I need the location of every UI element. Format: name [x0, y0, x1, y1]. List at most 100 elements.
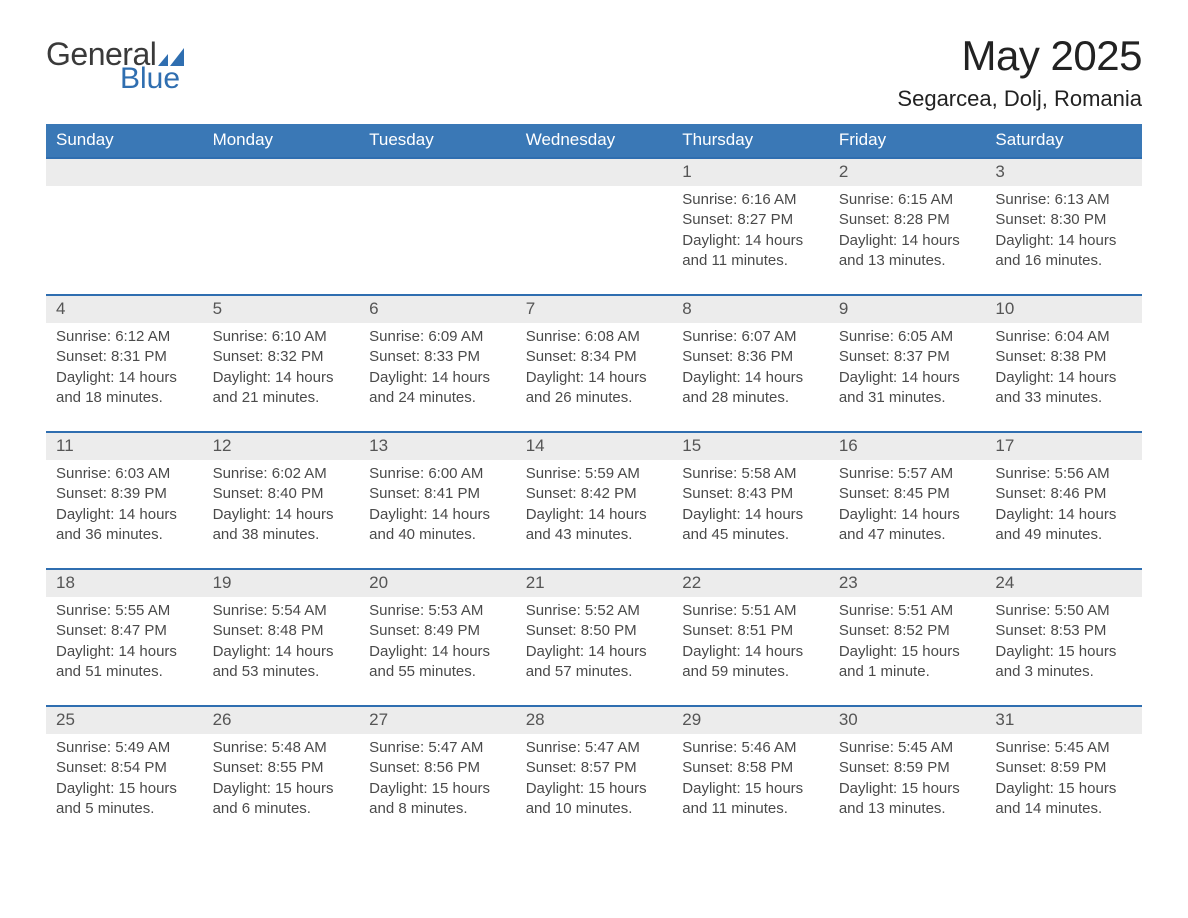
day-number: 26	[203, 707, 360, 734]
daylight-line: Daylight: 15 hours and 11 minutes.	[682, 779, 819, 820]
day-cell: Sunrise: 6:00 AMSunset: 8:41 PMDaylight:…	[359, 460, 516, 568]
day-cell: Sunrise: 6:09 AMSunset: 8:33 PMDaylight:…	[359, 323, 516, 431]
day-cell: Sunrise: 6:08 AMSunset: 8:34 PMDaylight:…	[516, 323, 673, 431]
day-number: 9	[829, 296, 986, 323]
sunset-line: Sunset: 8:31 PM	[56, 347, 193, 367]
sunrise-line: Sunrise: 6:09 AM	[369, 327, 506, 347]
daylight-line: Daylight: 14 hours and 16 minutes.	[995, 231, 1132, 272]
sunset-line: Sunset: 8:41 PM	[369, 484, 506, 504]
daylight-line: Daylight: 14 hours and 21 minutes.	[213, 368, 350, 409]
day-number: 19	[203, 570, 360, 597]
sunrise-line: Sunrise: 6:03 AM	[56, 464, 193, 484]
day-cell: Sunrise: 5:58 AMSunset: 8:43 PMDaylight:…	[672, 460, 829, 568]
day-cell: Sunrise: 5:48 AMSunset: 8:55 PMDaylight:…	[203, 734, 360, 842]
day-cell	[516, 186, 673, 294]
sunrise-line: Sunrise: 6:07 AM	[682, 327, 819, 347]
logo-text-blue: Blue	[120, 64, 184, 94]
weekday-tuesday: Tuesday	[359, 124, 516, 157]
day-number: 31	[985, 707, 1142, 734]
title-block: May 2025 Segarcea, Dolj, Romania	[897, 32, 1142, 112]
sunset-line: Sunset: 8:58 PM	[682, 758, 819, 778]
sunrise-line: Sunrise: 5:47 AM	[526, 738, 663, 758]
day-number: 18	[46, 570, 203, 597]
day-cell: Sunrise: 5:47 AMSunset: 8:56 PMDaylight:…	[359, 734, 516, 842]
calendar-week: 11121314151617Sunrise: 6:03 AMSunset: 8:…	[46, 431, 1142, 568]
weekday-monday: Monday	[203, 124, 360, 157]
day-number-row: 123	[46, 159, 1142, 186]
daylight-line: Daylight: 14 hours and 11 minutes.	[682, 231, 819, 272]
day-cell: Sunrise: 5:49 AMSunset: 8:54 PMDaylight:…	[46, 734, 203, 842]
weekday-header-row: Sunday Monday Tuesday Wednesday Thursday…	[46, 124, 1142, 157]
sunrise-line: Sunrise: 6:05 AM	[839, 327, 976, 347]
sunset-line: Sunset: 8:49 PM	[369, 621, 506, 641]
day-number: 24	[985, 570, 1142, 597]
sunset-line: Sunset: 8:37 PM	[839, 347, 976, 367]
sunrise-line: Sunrise: 5:56 AM	[995, 464, 1132, 484]
day-number: 22	[672, 570, 829, 597]
day-number-row: 25262728293031	[46, 707, 1142, 734]
day-cell: Sunrise: 5:52 AMSunset: 8:50 PMDaylight:…	[516, 597, 673, 705]
day-number: 21	[516, 570, 673, 597]
sunset-line: Sunset: 8:46 PM	[995, 484, 1132, 504]
sunset-line: Sunset: 8:39 PM	[56, 484, 193, 504]
daylight-line: Daylight: 14 hours and 51 minutes.	[56, 642, 193, 683]
sunrise-line: Sunrise: 5:50 AM	[995, 601, 1132, 621]
day-number: 28	[516, 707, 673, 734]
sunrise-line: Sunrise: 5:59 AM	[526, 464, 663, 484]
sunset-line: Sunset: 8:52 PM	[839, 621, 976, 641]
sunrise-line: Sunrise: 6:00 AM	[369, 464, 506, 484]
sunrise-line: Sunrise: 5:45 AM	[839, 738, 976, 758]
day-number-row: 11121314151617	[46, 433, 1142, 460]
daylight-line: Daylight: 14 hours and 33 minutes.	[995, 368, 1132, 409]
sunset-line: Sunset: 8:45 PM	[839, 484, 976, 504]
day-number: 17	[985, 433, 1142, 460]
daylight-line: Daylight: 15 hours and 6 minutes.	[213, 779, 350, 820]
day-number: 29	[672, 707, 829, 734]
sunrise-line: Sunrise: 6:10 AM	[213, 327, 350, 347]
day-cell: Sunrise: 5:56 AMSunset: 8:46 PMDaylight:…	[985, 460, 1142, 568]
sunset-line: Sunset: 8:34 PM	[526, 347, 663, 367]
day-body-row: Sunrise: 6:12 AMSunset: 8:31 PMDaylight:…	[46, 323, 1142, 431]
sunset-line: Sunset: 8:38 PM	[995, 347, 1132, 367]
day-cell: Sunrise: 6:02 AMSunset: 8:40 PMDaylight:…	[203, 460, 360, 568]
sunrise-line: Sunrise: 5:55 AM	[56, 601, 193, 621]
daylight-line: Daylight: 15 hours and 13 minutes.	[839, 779, 976, 820]
day-number-row: 45678910	[46, 296, 1142, 323]
daylight-line: Daylight: 15 hours and 14 minutes.	[995, 779, 1132, 820]
day-body-row: Sunrise: 6:03 AMSunset: 8:39 PMDaylight:…	[46, 460, 1142, 568]
day-number: 30	[829, 707, 986, 734]
day-cell: Sunrise: 5:46 AMSunset: 8:58 PMDaylight:…	[672, 734, 829, 842]
sunset-line: Sunset: 8:51 PM	[682, 621, 819, 641]
day-cell: Sunrise: 5:57 AMSunset: 8:45 PMDaylight:…	[829, 460, 986, 568]
day-number	[516, 159, 673, 186]
month-title: May 2025	[897, 32, 1142, 80]
sunrise-line: Sunrise: 6:15 AM	[839, 190, 976, 210]
day-cell	[203, 186, 360, 294]
weekday-saturday: Saturday	[985, 124, 1142, 157]
day-number: 14	[516, 433, 673, 460]
weekday-friday: Friday	[829, 124, 986, 157]
daylight-line: Daylight: 14 hours and 45 minutes.	[682, 505, 819, 546]
page: General Blue May 2025 Segarcea, Dolj, Ro…	[0, 0, 1188, 918]
day-cell: Sunrise: 6:15 AMSunset: 8:28 PMDaylight:…	[829, 186, 986, 294]
sunset-line: Sunset: 8:53 PM	[995, 621, 1132, 641]
weeks-container: 123Sunrise: 6:16 AMSunset: 8:27 PMDaylig…	[46, 157, 1142, 842]
sunrise-line: Sunrise: 5:45 AM	[995, 738, 1132, 758]
day-cell: Sunrise: 5:59 AMSunset: 8:42 PMDaylight:…	[516, 460, 673, 568]
sunrise-line: Sunrise: 6:13 AM	[995, 190, 1132, 210]
weekday-thursday: Thursday	[672, 124, 829, 157]
sunset-line: Sunset: 8:47 PM	[56, 621, 193, 641]
day-cell: Sunrise: 6:07 AMSunset: 8:36 PMDaylight:…	[672, 323, 829, 431]
sunset-line: Sunset: 8:59 PM	[995, 758, 1132, 778]
daylight-line: Daylight: 14 hours and 57 minutes.	[526, 642, 663, 683]
day-cell: Sunrise: 6:05 AMSunset: 8:37 PMDaylight:…	[829, 323, 986, 431]
daylight-line: Daylight: 15 hours and 1 minute.	[839, 642, 976, 683]
day-cell: Sunrise: 6:16 AMSunset: 8:27 PMDaylight:…	[672, 186, 829, 294]
sunrise-line: Sunrise: 6:02 AM	[213, 464, 350, 484]
location: Segarcea, Dolj, Romania	[897, 86, 1142, 112]
sunset-line: Sunset: 8:32 PM	[213, 347, 350, 367]
calendar-week: 18192021222324Sunrise: 5:55 AMSunset: 8:…	[46, 568, 1142, 705]
daylight-line: Daylight: 14 hours and 49 minutes.	[995, 505, 1132, 546]
daylight-line: Daylight: 14 hours and 38 minutes.	[213, 505, 350, 546]
daylight-line: Daylight: 14 hours and 36 minutes.	[56, 505, 193, 546]
